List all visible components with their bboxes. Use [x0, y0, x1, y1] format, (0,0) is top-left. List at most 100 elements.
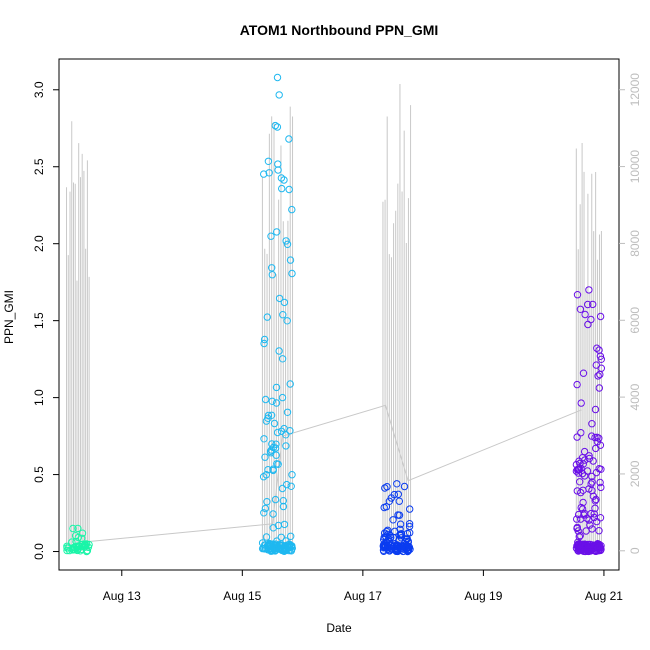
data-point — [573, 465, 582, 474]
y-right-tick-label: 12000 — [628, 73, 642, 107]
data-point — [280, 298, 289, 307]
data-point — [595, 544, 603, 552]
data-point — [267, 232, 275, 240]
data-point — [263, 498, 271, 506]
data-point — [584, 300, 592, 309]
data-point — [577, 399, 585, 407]
data-point — [579, 369, 588, 377]
data-point — [585, 454, 594, 463]
data-point — [272, 399, 281, 407]
y-tick-label: 0.0 — [32, 543, 46, 560]
data-point — [592, 361, 600, 369]
data-point — [272, 383, 281, 392]
y-axis-left: 0.0 0.5 1.0 1.5 2.0 2.5 3.0 — [32, 81, 59, 560]
data-point — [78, 529, 87, 537]
y-right-tick-label: 4000 — [628, 383, 642, 410]
data-point — [279, 311, 287, 319]
data-point — [259, 473, 268, 481]
data-point — [584, 546, 592, 555]
data-point — [595, 346, 603, 354]
data-point — [589, 300, 597, 309]
data-point — [278, 355, 287, 363]
x-tick-label: Aug 21 — [585, 589, 623, 603]
data-point — [258, 544, 267, 553]
data-point — [260, 435, 268, 443]
data-point — [588, 472, 596, 481]
data-point — [593, 517, 601, 526]
data-point — [573, 380, 581, 389]
data-point — [597, 355, 605, 363]
data-point — [288, 269, 296, 278]
data-point — [278, 184, 286, 193]
data-point — [271, 495, 280, 504]
data-point — [264, 414, 272, 422]
data-point — [387, 494, 395, 502]
data-point — [278, 484, 287, 493]
data-point — [282, 237, 290, 245]
data-point — [402, 535, 411, 543]
data-point — [384, 542, 392, 551]
data-point — [260, 509, 268, 517]
data-point — [389, 534, 398, 542]
data-point — [287, 482, 295, 490]
data-point — [279, 502, 288, 511]
data-point — [406, 505, 414, 513]
data-point — [591, 497, 599, 505]
y-axis-right: 0 2000 4000 6000 8000 10000 12000 — [619, 73, 642, 554]
data-point — [268, 271, 276, 279]
data-point — [405, 520, 414, 528]
data-point — [283, 240, 292, 249]
data-point — [593, 438, 602, 446]
data-point — [396, 530, 404, 539]
x-tick-label: Aug 19 — [464, 589, 502, 603]
data-point — [268, 440, 276, 448]
data-point — [576, 478, 584, 486]
data-point — [591, 405, 600, 414]
x-tick-label: Aug 15 — [223, 589, 261, 603]
data-point — [385, 546, 393, 555]
data-point — [76, 547, 85, 555]
data-point — [574, 546, 582, 555]
data-point — [596, 514, 605, 522]
data-point — [273, 428, 282, 437]
data-point — [380, 547, 388, 555]
data-point — [585, 286, 593, 294]
data-point — [263, 313, 271, 321]
data-point — [286, 256, 295, 264]
data-point — [277, 174, 286, 182]
data-point — [582, 542, 590, 551]
data-point — [597, 465, 605, 473]
data-point — [589, 492, 598, 500]
data-point — [283, 317, 291, 325]
data-point — [273, 460, 281, 468]
data-point — [271, 121, 279, 130]
data-point — [261, 453, 269, 461]
data-point — [579, 498, 587, 507]
data-point — [394, 490, 402, 498]
data-point — [573, 433, 581, 441]
data-point — [273, 228, 281, 236]
data-point — [272, 440, 280, 448]
data-point — [380, 503, 388, 512]
data-point — [69, 524, 77, 533]
data-point — [396, 520, 405, 528]
data-point — [576, 305, 585, 313]
y-tick-label: 3.0 — [32, 81, 46, 98]
data-point — [574, 510, 583, 519]
y-tick-label: 0.5 — [32, 466, 46, 483]
data-point — [585, 516, 593, 524]
data-point — [596, 312, 605, 321]
data-point — [573, 523, 581, 532]
data-point — [393, 480, 401, 488]
data-point — [283, 480, 291, 489]
data-point — [597, 483, 605, 492]
data-point — [587, 315, 595, 324]
data-point — [261, 395, 270, 404]
chart-title: ATOM1 Northbound PPN_GMI — [240, 22, 439, 38]
data-point — [573, 515, 581, 523]
series-1 — [63, 524, 93, 556]
data-point — [577, 429, 585, 437]
y-axis-label: PPN_GMI — [2, 290, 16, 344]
y-tick-label: 2.0 — [32, 235, 46, 252]
data-point — [264, 157, 273, 166]
